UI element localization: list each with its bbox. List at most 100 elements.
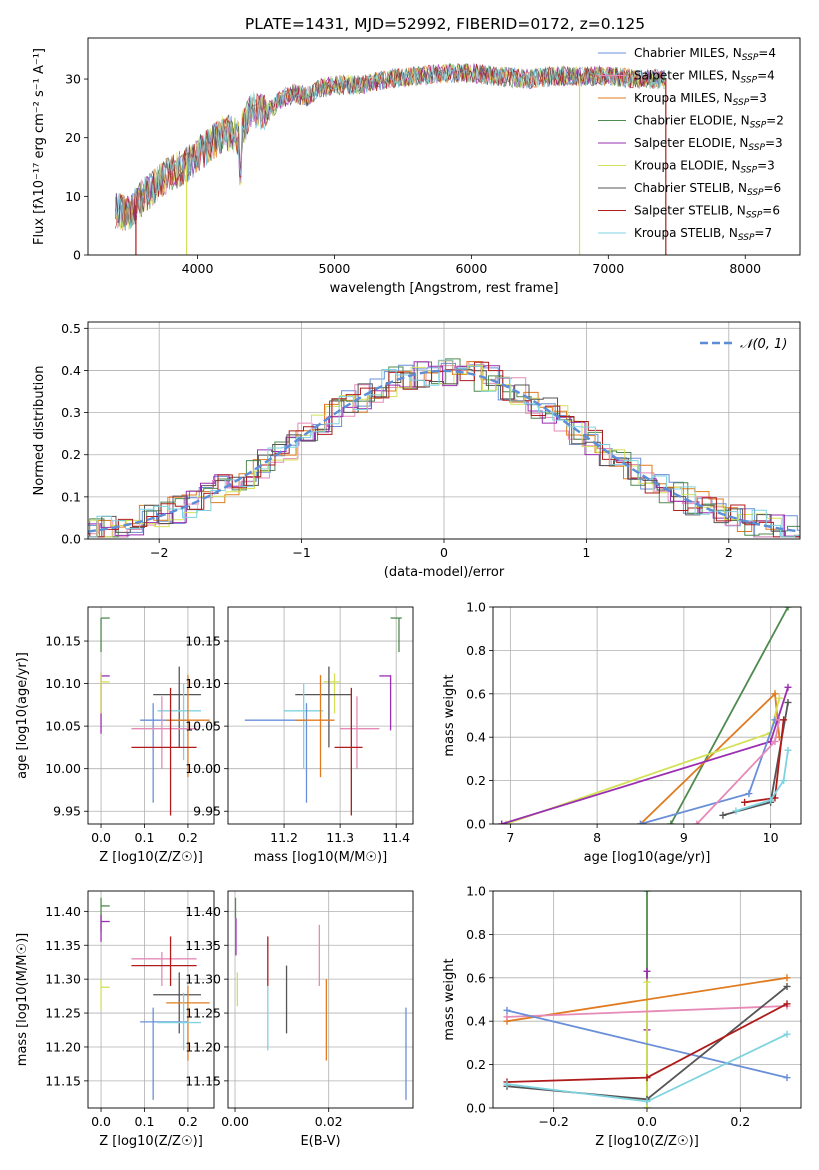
- mw-vs-age-xtick-label: 9: [680, 830, 688, 845]
- legend-label: Kroupa MILES, NSSP=3: [634, 91, 767, 108]
- spectrum-xtick-label: 6000: [455, 261, 487, 276]
- weight-line: [735, 750, 789, 812]
- residuals-ylabel: Normed distribution: [32, 366, 47, 496]
- weight-line: [505, 697, 781, 824]
- legend-label-text: Salpeter ELODIE, N: [634, 136, 748, 150]
- legend-label-sub: SSP: [748, 143, 765, 153]
- legend-label-eq: =3: [765, 136, 783, 150]
- mw-vs-z-panel: −0.2 0.0 0.2 0.0 0.2 0.4 0.6 0.8 1.0 Z [log10(Z/Z…: [442, 884, 802, 1149]
- legend-label: Salpeter ELODIE, NSSP=3: [634, 136, 783, 153]
- residuals-xlabel: (data-model)/error: [384, 565, 505, 580]
- legend-label-sub: SSP: [741, 166, 758, 176]
- residuals-ytick-label: 0.0: [61, 532, 81, 547]
- age-vs-z-xtick-label: 0.0: [91, 830, 111, 845]
- residuals-ytick-label: 0.1: [61, 489, 81, 504]
- legend-label-text: Kroupa ELODIE, N: [634, 159, 741, 173]
- mw-vs-z-ytick-label: 1.0: [466, 884, 486, 899]
- mw-vs-age-xtick-label: 10: [763, 830, 779, 845]
- spectrum-ytick-label: 30: [65, 72, 81, 87]
- mass-vs-z-ytick-label: 11.20: [45, 1039, 81, 1054]
- mass-vs-ebv-xtick-label: 0.00: [221, 1114, 249, 1129]
- mass-vs-ebv-ytick-label: 11.20: [185, 1039, 221, 1054]
- age-vs-mass-ytick-label: 9.95: [193, 804, 221, 819]
- mw-vs-z-lines: [503, 891, 791, 1108]
- mw-vs-z-ytick-label: 0.6: [466, 970, 486, 985]
- weight-line: [506, 1005, 788, 1018]
- legend-label-sub: SSP: [738, 233, 755, 243]
- residuals-xtick-label: 0: [440, 545, 448, 560]
- legend-label-eq: =6: [764, 181, 782, 195]
- histogram-step: [88, 359, 800, 538]
- mass-vs-z-xlabel: Z [log10(Z/Z☉)]: [99, 1134, 203, 1149]
- age-vs-mass-xtick-label: 11.4: [382, 830, 410, 845]
- spectrum-ytick-label: 20: [65, 130, 81, 145]
- legend-label-eq: =3: [757, 159, 775, 173]
- mass-vs-z-ytick-label: 11.35: [45, 938, 81, 953]
- legend-label: Salpeter MILES, NSSP=4: [634, 69, 775, 86]
- mw-vs-z-xlabel: Z [log10(Z/Z☉)]: [595, 1134, 699, 1149]
- mw-vs-age-ytick-label: 1.0: [466, 600, 486, 615]
- histogram-step: [88, 361, 800, 537]
- legend-label-text: Chabrier MILES, N: [634, 46, 742, 60]
- legend-label: Chabrier ELODIE, NSSP=2: [634, 114, 784, 131]
- residuals-xtick-label: −2: [150, 545, 168, 560]
- mw-vs-age-ytick-label: 0.6: [466, 686, 486, 701]
- residuals-panel: −2 −1 0 1 2 0.0 0.1 0.2 0.3 0.4 0.5 (data-model)/er…: [32, 321, 801, 580]
- mass-vs-ebv-points: [234, 897, 407, 1100]
- age-vs-mass-points: [244, 617, 402, 816]
- spectrum-ytick-label: 10: [65, 189, 81, 204]
- mw-vs-age-panel: 7 8 9 10 0.0 0.2 0.4 0.6 0.8 1.0 age [log10(age/yr…: [442, 600, 802, 865]
- legend-label-sub: SSP: [746, 211, 763, 221]
- residuals-ytick-label: 0.5: [61, 321, 81, 336]
- legend-label-text: Salpeter MILES, N: [634, 69, 741, 83]
- legend-label-text: Chabrier STELIB, N: [634, 181, 747, 195]
- legend-label-text: Chabrier ELODIE, N: [634, 114, 750, 128]
- mw-vs-age-ytick-label: 0.4: [466, 730, 486, 745]
- mass-vs-z-xtick-label: 0.2: [178, 1114, 198, 1129]
- mw-vs-z-xtick-label: 0.2: [730, 1114, 750, 1129]
- residuals-xtick-label: 1: [582, 545, 590, 560]
- mass-vs-ebv-ytick-label: 11.25: [185, 1006, 221, 1021]
- mass-vs-z-points: [100, 897, 210, 1100]
- mass-vs-z-ytick-label: 11.40: [45, 904, 81, 919]
- mw-vs-z-xtick-label: 0.0: [637, 1114, 657, 1129]
- weight-line: [670, 607, 789, 824]
- mass-vs-z-frame: [87, 890, 215, 1109]
- spectrum-xtick-label: 4000: [182, 261, 214, 276]
- residuals-ytick-label: 0.4: [61, 363, 81, 378]
- legend-label: Kroupa ELODIE, NSSP=3: [634, 159, 775, 176]
- age-vs-z-xtick-label: 0.1: [135, 830, 155, 845]
- legend-label-sub: SSP: [747, 188, 764, 198]
- age-vs-mass-panel: 11.2 11.3 11.4 9.95 10.00 10.05 10.10 10.15 mass…: [185, 606, 414, 865]
- age-vs-mass-ytick-label: 10.10: [185, 676, 221, 691]
- age-vs-mass-xlabel: mass [log10(M/M☉)]: [254, 850, 387, 865]
- mass-vs-ebv-ytick-label: 11.30: [185, 972, 221, 987]
- mass-vs-ebv-ytick-label: 11.15: [185, 1073, 221, 1088]
- residuals-ytick-label: 0.3: [61, 405, 81, 420]
- spectrum-xtick-label: 8000: [729, 261, 761, 276]
- age-vs-z-frame: [87, 606, 215, 825]
- histogram-step: [88, 369, 800, 538]
- mw-vs-age-frame: [492, 606, 802, 825]
- residuals-xtick-label: 2: [725, 545, 733, 560]
- spectrum-xtick-label: 7000: [592, 261, 624, 276]
- legend-label-text: Kroupa MILES, N: [634, 91, 733, 105]
- mass-vs-z-ytick-label: 11.30: [45, 972, 81, 987]
- age-vs-mass-xtick-label: 11.2: [270, 830, 298, 845]
- mass-vs-ebv-ytick-label: 11.40: [185, 904, 221, 919]
- legend-label-sub: SSP: [733, 98, 750, 108]
- mw-vs-age-ytick-label: 0.0: [466, 817, 486, 832]
- legend-label-text: Kroupa STELIB, N: [634, 226, 738, 240]
- age-vs-mass-ytick-label: 10.00: [185, 761, 221, 776]
- weight-line: [506, 1009, 788, 1079]
- gaussian-curve: [88, 369, 800, 533]
- mw-vs-z-ytick-label: 0.4: [466, 1014, 486, 1029]
- histogram-step: [88, 362, 800, 538]
- mw-vs-age-xtick-label: 8: [593, 830, 601, 845]
- mw-vs-age-ylabel: mass weight: [442, 674, 457, 756]
- age-vs-z-xtick-label: 0.2: [178, 830, 198, 845]
- legend-label-text: Salpeter STELIB, N: [634, 204, 746, 218]
- spectrum-ytick-label: 0: [73, 248, 81, 263]
